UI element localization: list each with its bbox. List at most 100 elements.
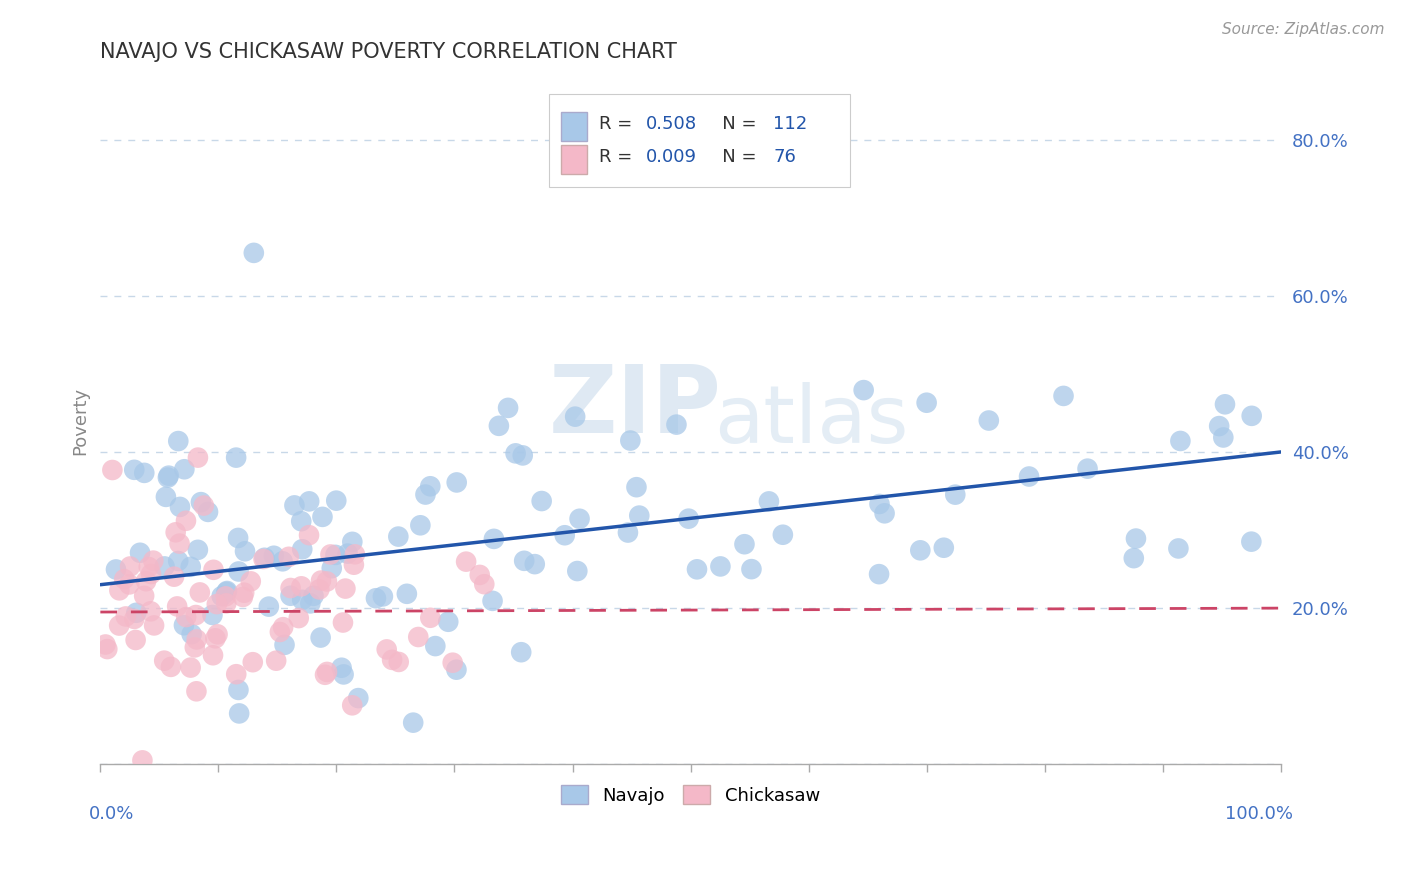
Point [155, 490, 177, 504]
Point [415, 487, 437, 501]
Point [910, 543, 932, 558]
Point [319, 548, 342, 562]
Point [330, 661, 353, 675]
Point [468, 568, 491, 582]
Point [1018, 469, 1040, 483]
Point [406, 630, 429, 644]
Point [915, 395, 938, 409]
Point [513, 554, 536, 568]
Point [381, 653, 404, 667]
Point [243, 245, 266, 260]
Point [169, 500, 191, 514]
Point [869, 497, 891, 511]
Point [211, 589, 233, 603]
Point [299, 596, 322, 610]
Text: 0.009: 0.009 [645, 148, 697, 166]
Point [233, 585, 256, 599]
Point [134, 589, 156, 603]
Point [138, 560, 160, 574]
Point [510, 645, 533, 659]
Point [166, 599, 188, 614]
Point [308, 582, 330, 597]
Point [332, 615, 354, 630]
Point [852, 383, 875, 397]
Point [143, 618, 166, 632]
Point [437, 615, 460, 629]
Point [186, 632, 208, 647]
FancyBboxPatch shape [561, 145, 586, 174]
Point [228, 682, 250, 697]
FancyBboxPatch shape [548, 95, 851, 187]
Point [564, 409, 586, 424]
Point [1170, 434, 1192, 448]
Point [157, 468, 180, 483]
Point [139, 604, 162, 618]
Point [190, 495, 212, 509]
Point [441, 656, 464, 670]
Point [120, 559, 142, 574]
Point [302, 589, 325, 603]
Point [347, 691, 370, 706]
Point [215, 596, 238, 610]
Point [269, 624, 291, 639]
Point [187, 450, 209, 465]
Point [567, 564, 589, 578]
Text: Source: ZipAtlas.com: Source: ZipAtlas.com [1222, 22, 1385, 37]
Point [101, 463, 124, 477]
Point [108, 618, 131, 632]
Point [291, 592, 314, 607]
Point [215, 584, 238, 599]
Point [193, 499, 215, 513]
Point [321, 561, 343, 575]
Point [873, 506, 896, 520]
Point [94, 638, 117, 652]
Point [264, 654, 287, 668]
Point [419, 479, 441, 493]
Text: NAVAJO VS CHICKASAW POVERTY CORRELATION CHART: NAVAJO VS CHICKASAW POVERTY CORRELATION … [100, 42, 678, 62]
Point [1213, 397, 1236, 411]
Point [1076, 461, 1098, 475]
Point [482, 532, 505, 546]
Text: 0.508: 0.508 [645, 115, 697, 133]
Point [512, 449, 534, 463]
Point [488, 418, 510, 433]
Point [139, 566, 162, 581]
Point [395, 587, 418, 601]
Point [239, 574, 262, 589]
Text: 76: 76 [773, 148, 796, 166]
Point [167, 554, 190, 568]
Point [758, 494, 780, 508]
Point [1125, 532, 1147, 546]
Point [226, 531, 249, 545]
Point [446, 663, 468, 677]
Point [402, 715, 425, 730]
Point [225, 667, 247, 681]
Legend: Navajo, Chickasaw: Navajo, Chickasaw [553, 776, 830, 814]
Point [112, 572, 135, 586]
Point [678, 511, 700, 525]
Point [124, 632, 146, 647]
Point [316, 665, 339, 679]
Point [419, 611, 441, 625]
Point [142, 554, 165, 568]
Point [335, 582, 357, 596]
Point [153, 559, 176, 574]
Point [342, 698, 364, 713]
Point [554, 528, 576, 542]
Point [1212, 430, 1234, 444]
Point [505, 446, 527, 460]
Point [375, 642, 398, 657]
Point [287, 611, 309, 625]
Point [165, 525, 187, 540]
Point [1240, 409, 1263, 423]
Point [316, 574, 339, 589]
Point [290, 579, 312, 593]
Point [180, 559, 202, 574]
Point [311, 509, 333, 524]
Point [325, 493, 347, 508]
Point [387, 530, 409, 544]
Point [298, 494, 321, 508]
Point [108, 583, 131, 598]
Point [409, 518, 432, 533]
Point [271, 554, 294, 568]
